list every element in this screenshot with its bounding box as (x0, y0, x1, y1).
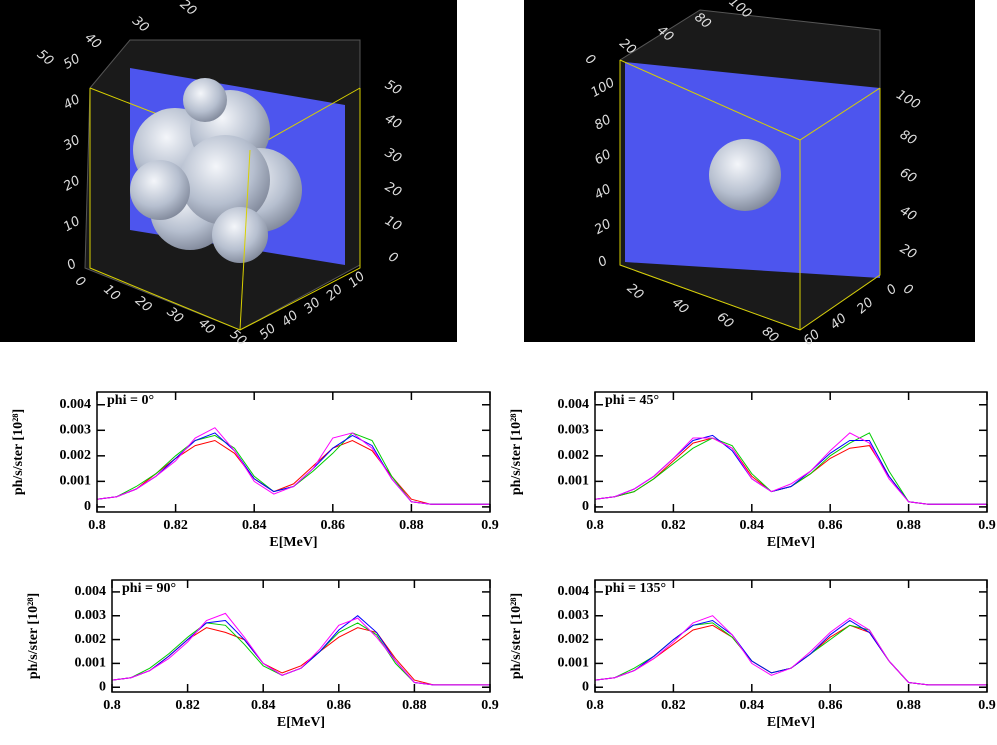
y-tick-label: 0 (84, 499, 91, 514)
x-axis-label: E[MeV] (767, 535, 815, 550)
axis-tick-label: 20 (382, 179, 404, 200)
series-line (96, 427, 490, 505)
annotation: phi = 90° (122, 581, 176, 596)
y-tick-label: 0 (582, 499, 589, 514)
y-tick-label: 0.004 (60, 397, 92, 412)
axis-tick-label: 20 (897, 241, 919, 262)
series-line (594, 434, 987, 505)
annotation: phi = 135° (605, 581, 666, 596)
plot-frame (111, 579, 491, 693)
x-tick-label: 0.82 (661, 518, 686, 533)
y-tick-label: 0 (582, 679, 589, 694)
plot-frame (594, 579, 988, 693)
axis-tick-label: 20 (592, 217, 614, 238)
y-axis-label: ph/s/ster [10²⁸] (509, 593, 524, 679)
y-tick-label: 0.003 (558, 423, 590, 438)
x-tick-label: 0.9 (978, 698, 996, 713)
x-axis-label: E[MeV] (767, 715, 815, 730)
y-tick-label: 0.002 (75, 632, 107, 647)
axis-tick-label: 40 (382, 111, 404, 132)
axis-tick-label: 40 (592, 182, 614, 203)
x-tick-label: 0.88 (896, 518, 921, 533)
y-tick-label: 0.003 (60, 423, 92, 438)
axis-tick-label: 40 (61, 92, 83, 113)
x-tick-label: 0.88 (399, 518, 424, 533)
x-tick-label: 0.86 (818, 698, 843, 713)
y-tick-label: 0 (99, 679, 106, 694)
annotation: phi = 0° (107, 393, 154, 408)
x-tick-label: 0.82 (163, 518, 188, 533)
series-line (96, 439, 490, 505)
x-axis-label: E[MeV] (269, 535, 317, 550)
series-line (111, 615, 490, 686)
y-tick-label: 0.001 (60, 474, 92, 489)
series-line (594, 432, 987, 505)
series-line (111, 622, 490, 686)
x-tick-label: 0.84 (740, 698, 765, 713)
y-tick-label: 0.001 (558, 474, 590, 489)
axis-tick-label: 60 (897, 165, 919, 186)
y-axis-label: ph/s/ster [10²⁸] (11, 409, 26, 495)
series-line (111, 612, 490, 686)
series-line (594, 615, 987, 686)
series-line (96, 432, 490, 505)
cube-edge (239, 149, 251, 331)
axis-tick-label: 50 (61, 51, 83, 72)
y-axis-label: ph/s/ster [10²⁸] (26, 593, 41, 679)
series-line (594, 619, 987, 686)
plot-frame (96, 391, 491, 513)
x-tick-label: 0.86 (327, 698, 352, 713)
x-tick-label: 0.84 (740, 518, 765, 533)
axis-tick-label: 10 (382, 213, 404, 234)
axis-tick-label: 60 (592, 147, 614, 168)
axis-tick-label: 10 (61, 214, 83, 235)
annotation: phi = 45° (605, 393, 659, 408)
x-tick-label: 0.8 (103, 698, 121, 713)
x-tick-label: 0.8 (586, 518, 604, 533)
y-tick-label: 0.004 (75, 584, 107, 599)
series-line (594, 624, 987, 686)
y-tick-label: 0.004 (558, 584, 590, 599)
y-tick-label: 0.001 (558, 656, 590, 671)
series-line (96, 432, 490, 505)
y-axis-label: ph/s/ster [10²⁸] (509, 409, 524, 495)
axis-tick-label: 80 (592, 112, 614, 133)
series-line (594, 437, 987, 505)
x-tick-label: 0.88 (896, 698, 921, 713)
x-tick-label: 0.8 (586, 698, 604, 713)
x-tick-label: 0.9 (481, 698, 499, 713)
plot-frame (594, 391, 988, 513)
y-tick-label: 0.001 (75, 656, 107, 671)
x-tick-label: 0.9 (978, 518, 996, 533)
x-axis-label: E[MeV] (277, 715, 325, 730)
series-line (594, 432, 987, 505)
render-2: 0204060801000204060801002040608002040600… (524, 0, 975, 349)
y-tick-label: 0.003 (558, 608, 590, 623)
y-tick-label: 0.004 (558, 397, 590, 412)
y-tick-label: 0.002 (60, 448, 92, 463)
x-tick-label: 0.88 (402, 698, 427, 713)
y-tick-label: 0.003 (75, 608, 107, 623)
axis-tick-label: 80 (897, 127, 919, 148)
x-tick-label: 0.82 (175, 698, 200, 713)
axis-tick-label: 50 (382, 77, 404, 98)
axis-tick-label: 30 (382, 145, 404, 166)
sphere (709, 139, 781, 211)
x-tick-label: 0.84 (251, 698, 276, 713)
axis-tick-label: 30 (61, 133, 83, 154)
series-line (594, 622, 987, 686)
x-tick-label: 0.8 (88, 518, 106, 533)
x-tick-label: 0.84 (242, 518, 267, 533)
x-tick-label: 0.9 (481, 518, 499, 533)
x-tick-label: 0.86 (818, 518, 843, 533)
y-tick-label: 0.002 (558, 448, 590, 463)
y-tick-label: 0.002 (558, 632, 590, 647)
render-1: 0102030405001020304050010203040501020304… (0, 0, 457, 349)
axis-tick-label: 40 (897, 203, 919, 224)
axis-tick-label: 20 (61, 173, 83, 194)
x-tick-label: 0.82 (661, 698, 686, 713)
x-tick-label: 0.86 (321, 518, 346, 533)
